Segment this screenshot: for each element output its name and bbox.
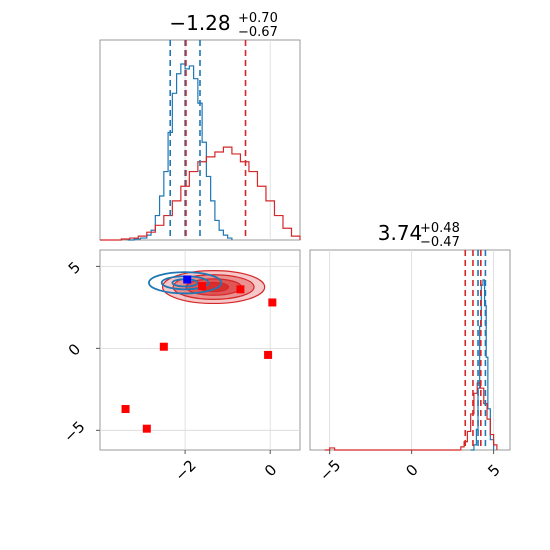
panel-2-y-ticks: 5 0 −5 — [60, 258, 100, 446]
panel-3-xtick-label-1: 0 — [402, 461, 421, 480]
panel-2-x-ticks: −2 0 — [171, 450, 280, 485]
panel-3-series-1 — [324, 382, 498, 451]
panel-3-title-minus: −0.47 — [420, 235, 460, 250]
panel-3-title-median: 3.74 — [378, 221, 423, 245]
panel-marginal-2: −5 0 5 3.74 +0.48 −0.47 — [309, 221, 511, 485]
panel-3-xtick-label-0: −5 — [316, 456, 344, 484]
panel-3-quantile-lines — [464, 250, 487, 450]
panel-1-title-plus: +0.70 — [238, 11, 278, 26]
red-sample-point-6 — [264, 350, 273, 359]
panel-1-series-1 — [100, 146, 301, 241]
panel-3-histograms — [324, 279, 498, 451]
panel-marginal-1: −1.28 +0.70 −0.67 — [99, 11, 301, 241]
panel-1-quantile-lines — [169, 40, 247, 240]
panel-2-ytick-label-2: −5 — [60, 418, 88, 446]
panel-2-xtick-label-0: −2 — [171, 456, 199, 484]
panel-1-title-median: −1.28 — [169, 11, 230, 35]
panel-3-title-plus: +0.48 — [420, 221, 460, 236]
panel-2-points — [121, 275, 277, 433]
panel-1-title: −1.28 — [169, 11, 230, 35]
panel-joint: −2 0 5 0 −5 — [60, 249, 301, 485]
panel-3-xtick-label-2: 5 — [484, 461, 503, 480]
blue-density-contour-0 — [148, 271, 223, 295]
red-sample-point-5 — [268, 298, 277, 307]
red-sample-point-2 — [159, 342, 168, 351]
panel-3-grid — [329, 250, 495, 450]
panel-2-ytick-label-1: 0 — [65, 340, 84, 359]
panel-3-frame — [309, 249, 511, 451]
panel-1-title-minus: −0.67 — [238, 25, 278, 40]
panel-3-series-0 — [470, 279, 495, 451]
red-sample-point-1 — [142, 424, 151, 433]
blue-sample-point-0 — [183, 275, 192, 284]
red-sample-point-4 — [236, 285, 245, 294]
red-sample-point-0 — [121, 405, 130, 414]
red-sample-point-3 — [198, 282, 207, 291]
panel-2-ytick-label-0: 5 — [65, 258, 84, 277]
panel-3-x-ticks: −5 0 5 — [316, 450, 504, 485]
panel-2-xtick-label-1: 0 — [261, 461, 280, 480]
